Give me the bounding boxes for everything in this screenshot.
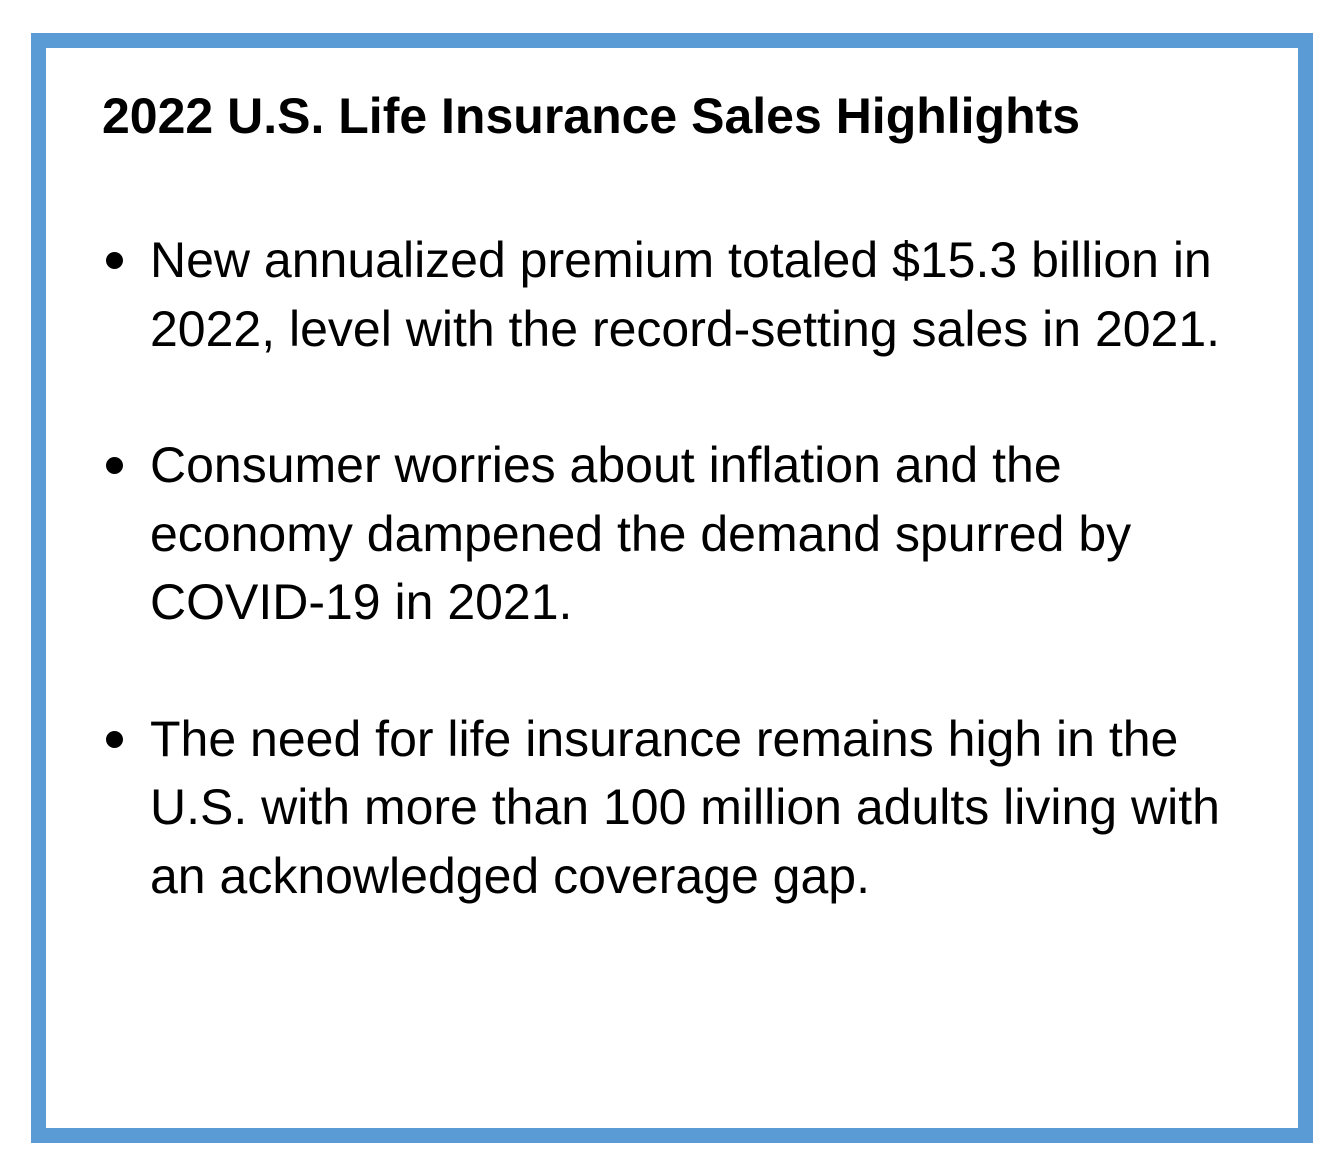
bullet-icon bbox=[106, 252, 123, 269]
list-item: New annualized premium totaled $15.3 bil… bbox=[102, 226, 1272, 363]
bullet-text: Consumer worries about inflation and the… bbox=[150, 437, 1132, 630]
page-title: 2022 U.S. Life Insurance Sales Highlight… bbox=[102, 88, 1081, 144]
highlights-box: 2022 U.S. Life Insurance Sales Highlight… bbox=[31, 33, 1313, 1143]
bullet-text: New annualized premium totaled $15.3 bil… bbox=[150, 232, 1221, 357]
list-item: Consumer worries about inflation and the… bbox=[102, 431, 1272, 637]
highlights-list: New annualized premium totaled $15.3 bil… bbox=[102, 226, 1272, 910]
bullet-icon bbox=[106, 457, 123, 474]
list-item: The need for life insurance remains high… bbox=[102, 705, 1272, 911]
bullet-icon bbox=[106, 730, 123, 748]
bullet-text: The need for life insurance remains high… bbox=[150, 710, 1220, 904]
